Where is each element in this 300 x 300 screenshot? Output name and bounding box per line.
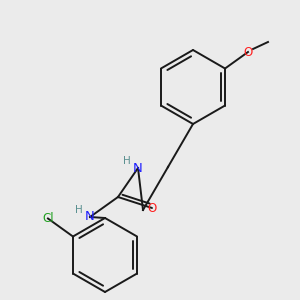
Text: Cl: Cl xyxy=(42,212,54,225)
Text: O: O xyxy=(147,202,157,214)
Text: H: H xyxy=(75,205,83,215)
Text: N: N xyxy=(133,161,143,175)
Text: O: O xyxy=(243,46,253,59)
Text: N: N xyxy=(85,211,95,224)
Text: H: H xyxy=(123,156,131,166)
